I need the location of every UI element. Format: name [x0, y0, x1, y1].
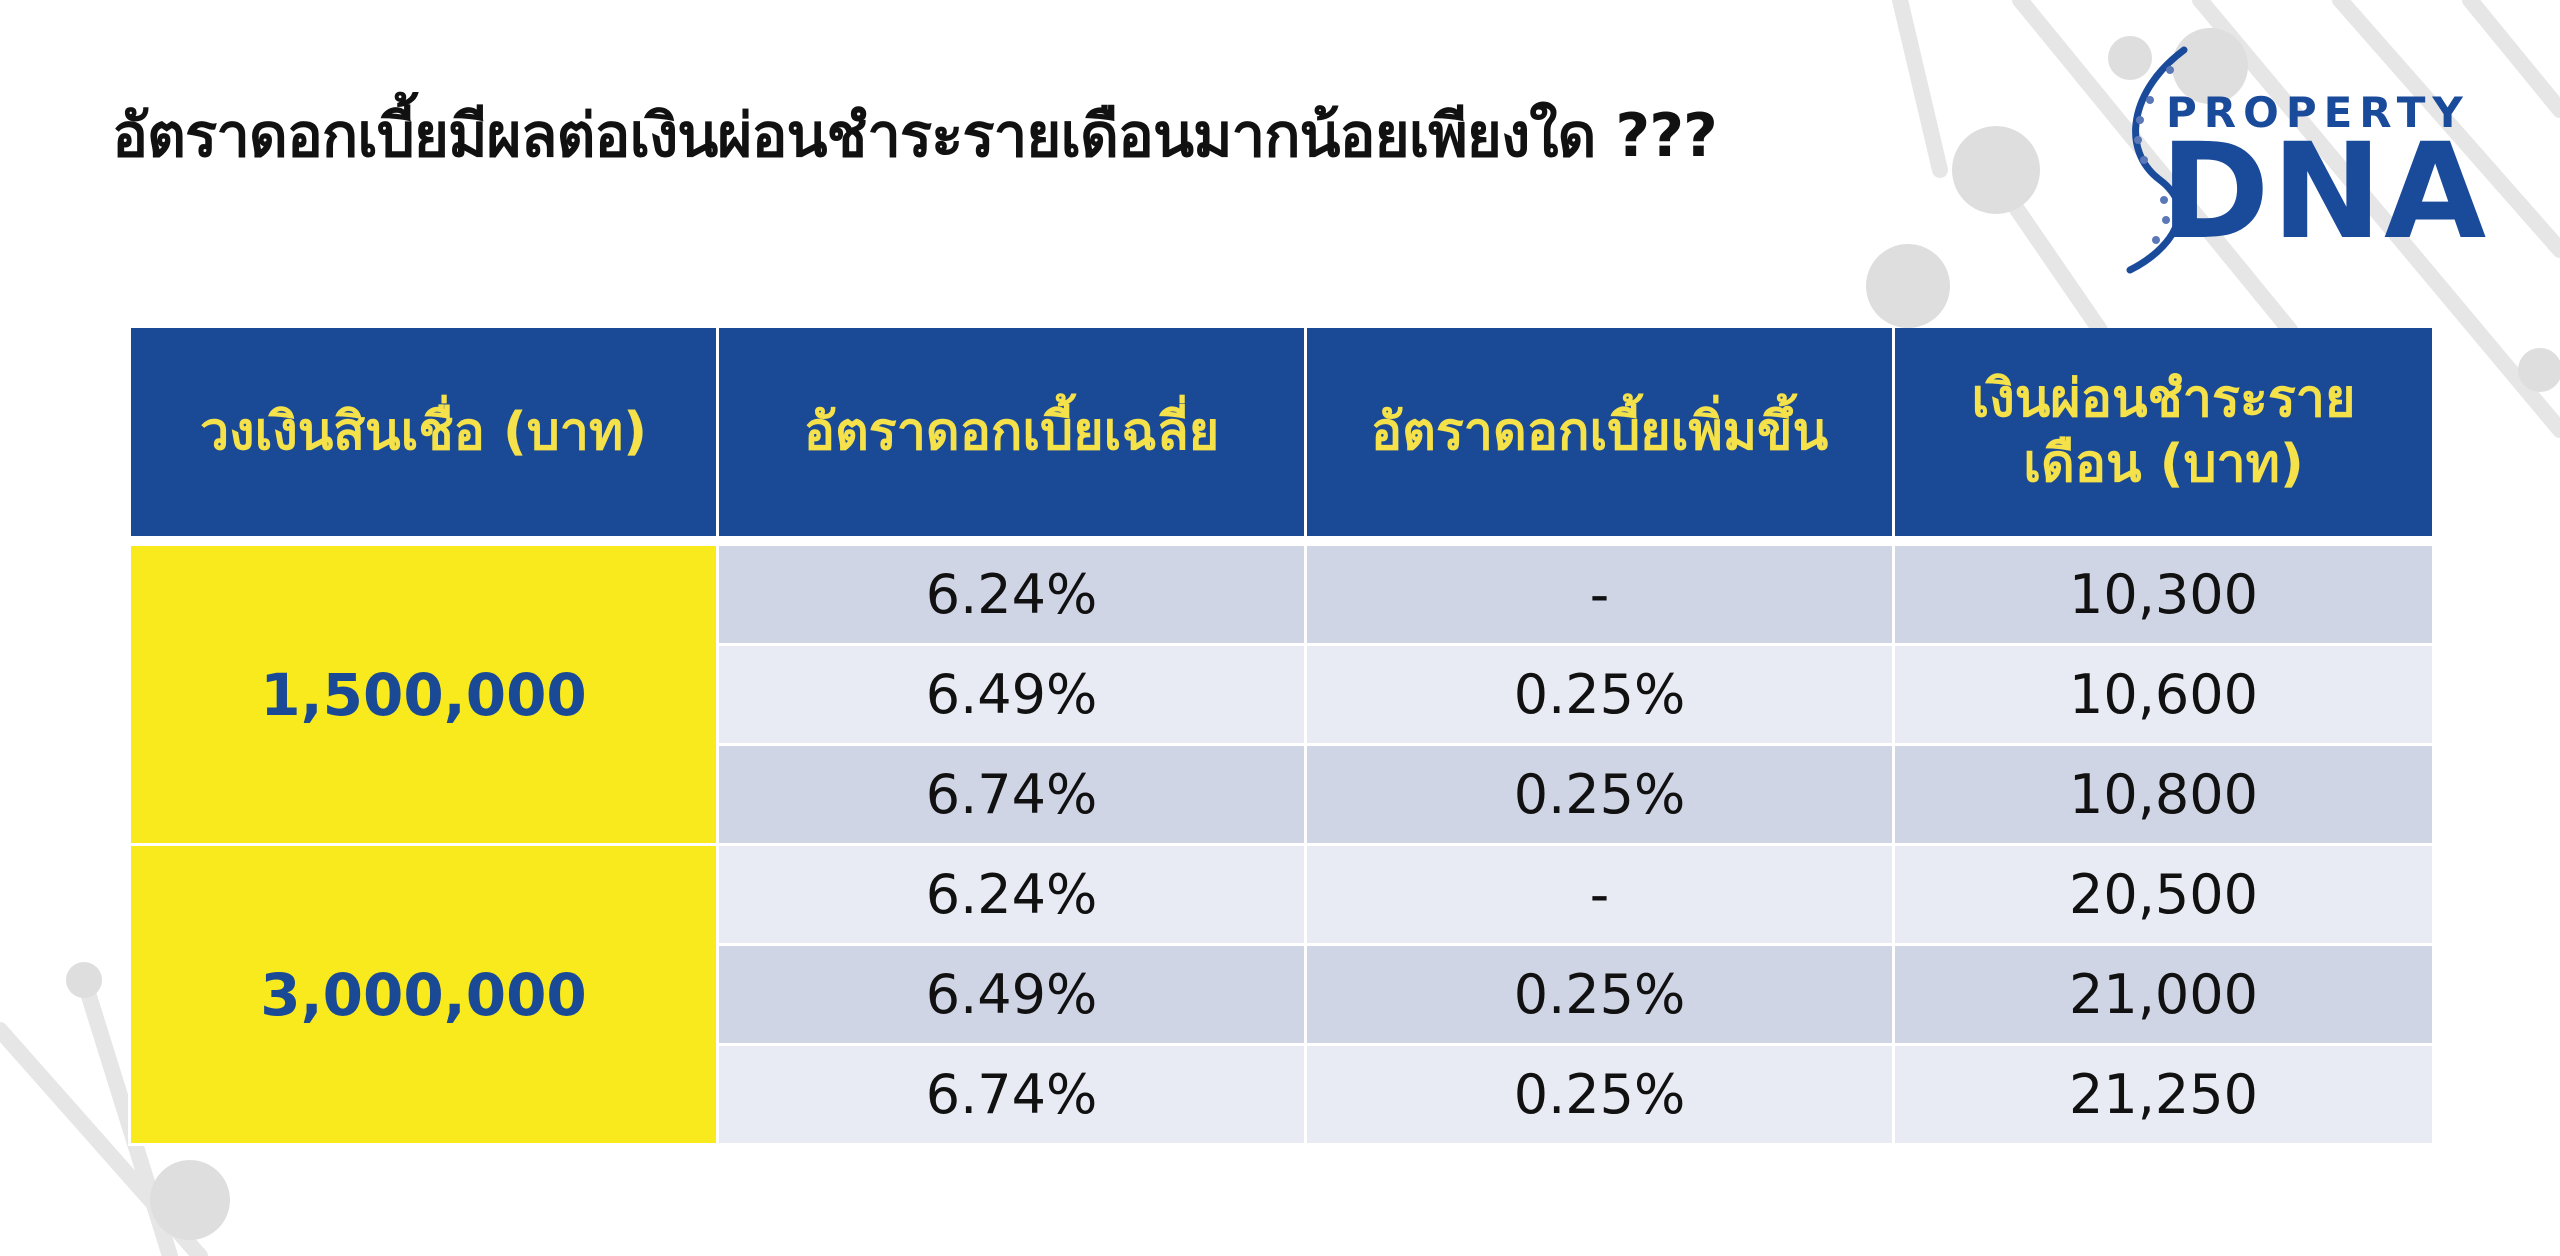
- interest-payment-table: วงเงินสินเชื่อ (บาท) อัตราดอกเบี้ยเฉลี่ย…: [128, 328, 2435, 1146]
- increase-cell: -: [1304, 843, 1895, 946]
- rate-cell: 6.49%: [716, 643, 1307, 746]
- increase-cell: 0.25%: [1304, 1043, 1895, 1146]
- payment-cell: 10,800: [1892, 743, 2435, 846]
- header-loan-amount: วงเงินสินเชื่อ (บาท): [128, 328, 719, 546]
- header-rate-increase: อัตราดอกเบี้ยเพิ่มขึ้น: [1304, 328, 1895, 546]
- payment-cell: 20,500: [1892, 843, 2435, 946]
- increase-cell: 0.25%: [1304, 943, 1895, 1046]
- rate-cell: 6.24%: [716, 539, 1307, 646]
- rate-cell: 6.74%: [716, 1043, 1307, 1146]
- dna-helix-icon: [2126, 46, 2188, 274]
- table-row: 6.49% 0.25% 10,600: [130, 643, 2435, 746]
- payment-cell: 10,300: [1892, 539, 2435, 646]
- payment-cell: 21,000: [1892, 943, 2435, 1046]
- header-average-rate: อัตราดอกเบี้ยเฉลี่ย: [716, 328, 1307, 546]
- rate-cell: 6.49%: [716, 943, 1307, 1046]
- logo-main-word: DNA: [2160, 115, 2489, 269]
- payment-cell: 21,250: [1892, 1043, 2435, 1146]
- page-title: อัตราดอกเบี้ยมีผลต่อเงินผ่อนชำระรายเดือน…: [112, 101, 1718, 171]
- increase-cell: 0.25%: [1304, 643, 1895, 746]
- property-dna-logo: PROPERTY DNA: [2100, 40, 2500, 280]
- rate-cell: 6.74%: [716, 743, 1307, 846]
- table-header-row: วงเงินสินเชื่อ (บาท) อัตราดอกเบี้ยเฉลี่ย…: [128, 328, 2435, 546]
- payment-cell: 10,600: [1892, 643, 2435, 746]
- table-row: 6.74% 0.25% 10,800: [130, 743, 2435, 846]
- loan-amount-cell: 3,000,000: [128, 843, 719, 1146]
- logo-top-word: PROPERTY: [2166, 88, 2470, 137]
- table-row: 6.74% 0.25% 21,250: [130, 1043, 2435, 1146]
- table-row: 3,000,000 6.24% - 20,500: [128, 843, 2435, 1146]
- rate-cell: 6.24%: [716, 843, 1307, 946]
- table-row: 6.49% 0.25% 21,000: [130, 943, 2435, 1046]
- increase-cell: -: [1304, 539, 1895, 646]
- table-row: 1,500,000 6.24% - 10,300: [128, 539, 2435, 846]
- header-monthly-payment: เงินผ่อนชำระราย เดือน (บาท): [1892, 328, 2435, 546]
- loan-amount-cell: 1,500,000: [128, 539, 719, 846]
- increase-cell: 0.25%: [1304, 743, 1895, 846]
